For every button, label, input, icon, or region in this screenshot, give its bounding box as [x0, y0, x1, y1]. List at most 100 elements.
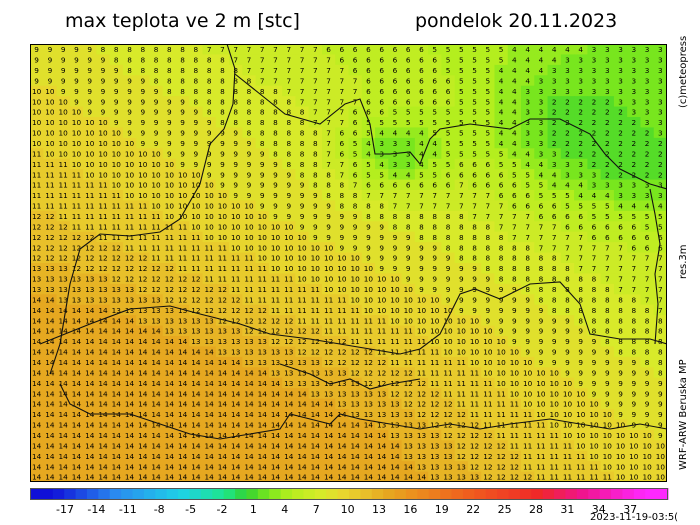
map-cell — [268, 210, 283, 222]
colorbar-swatch — [303, 488, 316, 500]
map-value: 9 — [605, 348, 610, 357]
map-cell — [43, 85, 58, 97]
map-value: 8 — [605, 337, 610, 346]
map-value: 14 — [138, 421, 148, 430]
map-value: 4 — [366, 139, 371, 148]
map-value: 9 — [618, 358, 623, 367]
map-value: 4 — [578, 45, 583, 54]
map-value: 6 — [432, 56, 437, 65]
map-value: 10 — [510, 389, 520, 398]
model-label: WRF-ARW Beruska MP — [678, 359, 689, 470]
map-cell — [375, 221, 389, 233]
map-value: 7 — [286, 66, 291, 75]
map-cell — [401, 200, 416, 212]
map-cell — [574, 64, 588, 76]
map-cell — [30, 75, 44, 87]
map-cell — [335, 158, 350, 170]
map-value: 9 — [539, 358, 544, 367]
map-cell — [69, 200, 84, 212]
map-value: 9 — [140, 129, 145, 138]
map-value: 14 — [165, 389, 175, 398]
map-value: 9 — [539, 337, 544, 346]
map-value: 6 — [406, 97, 411, 106]
map-value: 9 — [220, 149, 225, 158]
map-value: 12 — [364, 358, 373, 367]
map-value: 9 — [340, 212, 345, 221]
map-cell — [215, 190, 230, 202]
map-value: 6 — [353, 66, 358, 75]
map-value: 13 — [98, 275, 108, 284]
map-cell — [414, 117, 429, 129]
map-value: 14 — [364, 441, 374, 450]
map-value: 9 — [74, 45, 79, 54]
map-value: 3 — [658, 191, 663, 200]
map-value: 11 — [72, 170, 81, 179]
map-value: 9 — [273, 191, 278, 200]
map-cell — [507, 242, 522, 254]
map-cell — [295, 231, 310, 243]
map-value: 2 — [592, 129, 597, 138]
map-value: 8 — [300, 129, 305, 138]
map-value: 10 — [350, 295, 360, 304]
map-value: 3 — [565, 170, 570, 179]
map-value: 14 — [390, 441, 400, 450]
map-cell — [69, 85, 84, 97]
map-cell — [507, 190, 522, 202]
map-value: 6 — [379, 56, 384, 65]
map-cell — [547, 64, 562, 76]
map-value: 3 — [658, 76, 663, 85]
map-value: 14 — [32, 410, 42, 419]
map-value: 3 — [539, 129, 544, 138]
map-cell — [494, 75, 509, 87]
map-value: 7 — [525, 212, 530, 221]
map-cell — [229, 64, 243, 76]
map-value: 8 — [631, 348, 636, 357]
map-cell — [335, 106, 350, 118]
map-value: 7 — [618, 285, 623, 294]
map-value: 10 — [350, 264, 360, 273]
map-value: 10 — [350, 254, 360, 263]
map-value: 8 — [499, 264, 504, 273]
map-cell — [414, 158, 429, 170]
map-cell — [136, 179, 151, 191]
map-value: 8 — [645, 358, 650, 367]
map-value: 13 — [218, 348, 228, 357]
map-value: 14 — [72, 431, 82, 440]
map-cell — [321, 64, 336, 76]
map-value: 9 — [472, 295, 477, 304]
colorbar-swatch — [451, 488, 464, 500]
map-value: 8 — [499, 254, 504, 263]
map-value: 4 — [512, 129, 517, 138]
map-value: 11 — [536, 441, 545, 450]
map-value: 11 — [496, 410, 505, 419]
map-cell — [83, 190, 97, 202]
map-cell — [653, 117, 667, 129]
map-value: 9 — [565, 327, 570, 336]
map-value: 5 — [592, 202, 597, 211]
map-cell — [295, 96, 310, 108]
map-cell — [149, 252, 164, 264]
map-value: 6 — [446, 76, 451, 85]
map-value: 10 — [563, 431, 573, 440]
map-value: 8 — [459, 233, 464, 242]
map-cell — [627, 54, 642, 66]
colorbar-tick-label: -17 — [56, 503, 74, 514]
map-cell — [69, 158, 84, 170]
map-cell — [268, 54, 283, 66]
map-value: 6 — [605, 222, 610, 231]
map-cell — [242, 54, 257, 66]
map-value: 7 — [300, 97, 305, 106]
map-value: 10 — [364, 264, 374, 273]
map-value: 5 — [446, 56, 451, 65]
map-cell — [613, 200, 628, 212]
map-value: 10 — [364, 285, 374, 294]
map-value: 14 — [138, 389, 148, 398]
map-value: 8 — [472, 254, 477, 263]
map-value: 13 — [244, 358, 254, 367]
map-cell — [574, 85, 588, 97]
map-value: 8 — [539, 295, 544, 304]
map-value: 11 — [85, 181, 94, 190]
map-value: 14 — [297, 431, 307, 440]
map-value: 10 — [125, 170, 135, 179]
map-cell — [149, 96, 164, 108]
